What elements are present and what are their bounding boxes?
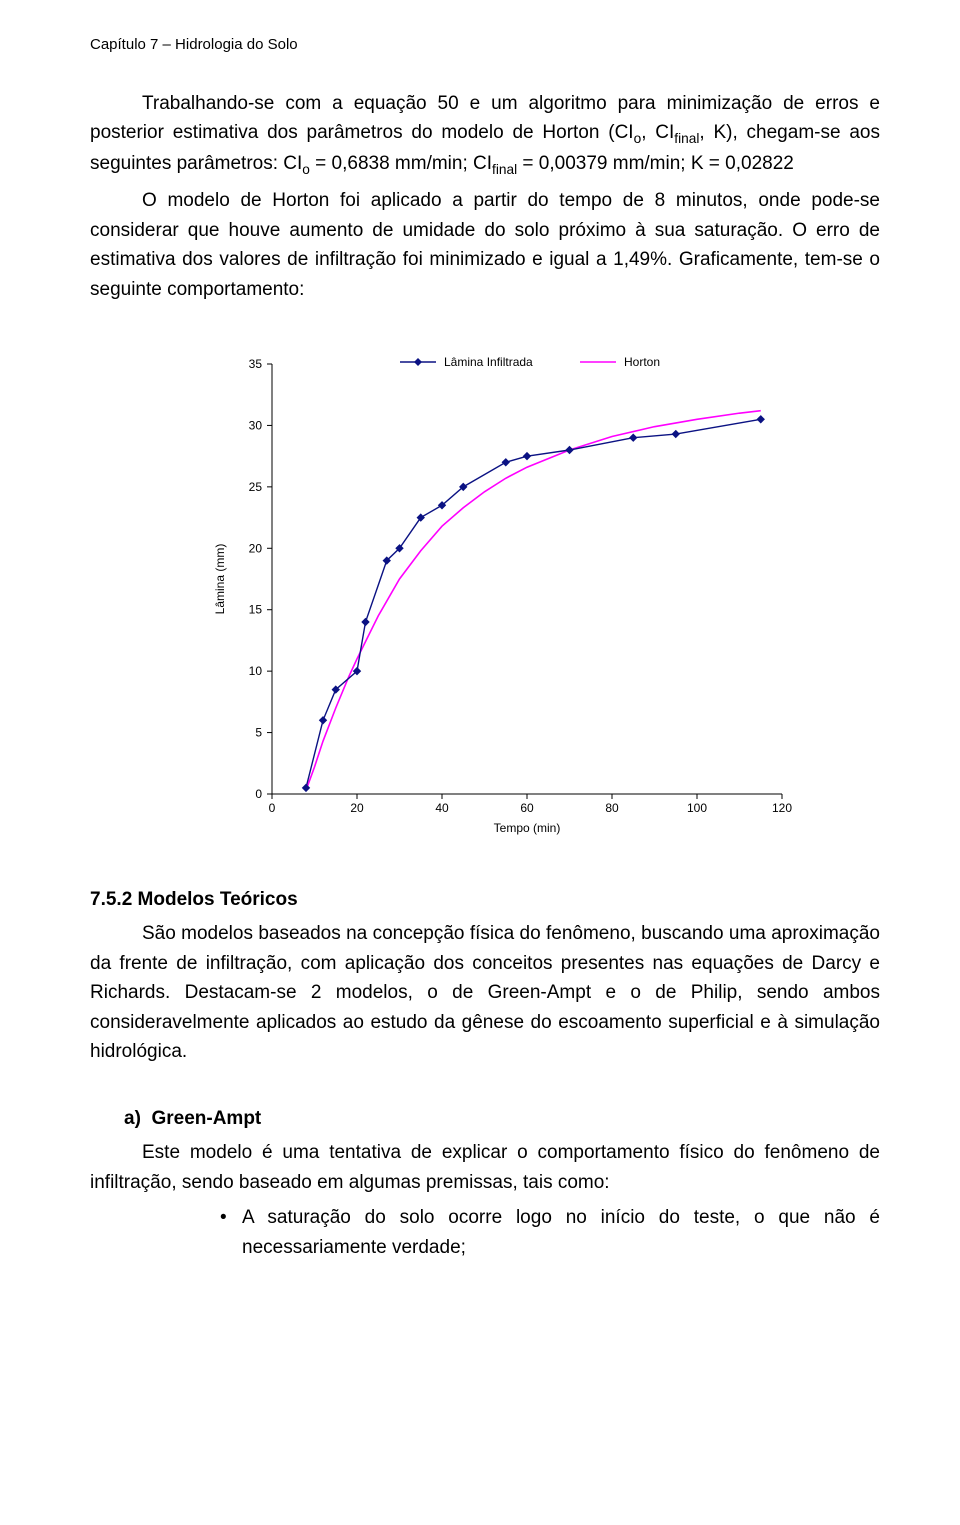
svg-text:0: 0 <box>255 787 262 801</box>
section-num: 7.5.2 <box>90 889 132 910</box>
p1-sub2: final <box>674 131 699 146</box>
paragraph-2: O modelo de Horton foi aplicado a partir… <box>90 186 880 304</box>
page-header: Capítulo 7 – Hidrologia do Solo <box>90 36 880 53</box>
p1-sub4: final <box>492 162 517 177</box>
svg-text:120: 120 <box>772 801 792 815</box>
paragraph-1: Trabalhando-se com a equação 50 e um alg… <box>90 89 880 180</box>
bullet-dot-icon: • <box>220 1203 242 1262</box>
svg-text:20: 20 <box>249 541 263 555</box>
sub-title: Green-Ampt <box>151 1108 261 1129</box>
bullet-1: • A saturação do solo ocorre logo no iní… <box>220 1203 880 1262</box>
svg-text:40: 40 <box>435 801 449 815</box>
svg-text:100: 100 <box>687 801 707 815</box>
svg-text:10: 10 <box>249 664 263 678</box>
svg-text:Tempo (min): Tempo (min) <box>494 821 561 835</box>
svg-text:60: 60 <box>520 801 534 815</box>
chart-container: 0 5 10 15 20 25 30 35 0 20 40 60 80 100 120 Lâmina (mm)… <box>200 344 880 849</box>
p1-suffix: = 0,00379 mm/min; K = 0,02822 <box>517 153 794 174</box>
paragraph-4: Este modelo é uma tentativa de explicar … <box>90 1138 880 1197</box>
svg-text:Horton: Horton <box>624 355 660 369</box>
svg-text:15: 15 <box>249 603 263 617</box>
section-title: Modelos Teóricos <box>138 889 298 910</box>
p1-sub3: o <box>302 162 310 177</box>
paragraph-3: São modelos baseados na concepção física… <box>90 919 880 1066</box>
svg-text:20: 20 <box>350 801 364 815</box>
svg-text:Lâmina Infiltrada: Lâmina Infiltrada <box>444 355 533 369</box>
p1-mid1: , CI <box>641 122 674 143</box>
svg-text:Lâmina (mm): Lâmina (mm) <box>213 544 227 615</box>
sub-heading: a) Green-Ampt <box>124 1108 880 1130</box>
infiltration-chart: 0 5 10 15 20 25 30 35 0 20 40 60 80 100 120 Lâmina (mm)… <box>200 344 800 844</box>
svg-text:30: 30 <box>249 419 263 433</box>
bullet-1-text: A saturação do solo ocorre logo no iníci… <box>242 1203 880 1262</box>
svg-text:80: 80 <box>605 801 619 815</box>
p1-mid3: = 0,6838 mm/min; CI <box>310 153 492 174</box>
section-heading: 7.5.2 Modelos Teóricos <box>90 889 880 911</box>
svg-text:0: 0 <box>269 801 276 815</box>
svg-text:25: 25 <box>249 480 263 494</box>
svg-text:35: 35 <box>249 357 263 371</box>
svg-text:5: 5 <box>255 726 262 740</box>
sub-label: a) <box>124 1108 141 1129</box>
